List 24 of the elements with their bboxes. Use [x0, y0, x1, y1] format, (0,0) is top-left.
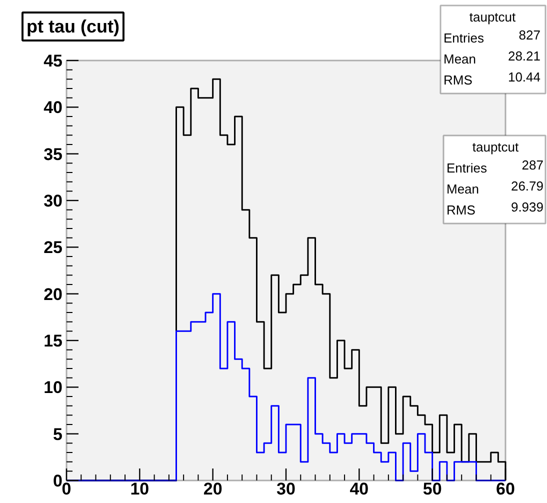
y-tick-label: 25 [44, 238, 63, 258]
y-tick-label: 20 [44, 284, 63, 304]
chart-title: pt tau (cut) [26, 16, 120, 36]
y-tick-label: 40 [44, 98, 63, 118]
text: RMS 10.44 [444, 70, 541, 88]
y-tick-label: 35 [44, 144, 63, 164]
text: tauptcut [469, 10, 516, 24]
x-tick-label: 50 [422, 480, 442, 498]
y-tick-label: 15 [44, 332, 63, 350]
text: RMS 9.939 [446, 200, 544, 218]
y-tick-label: 45 [44, 52, 63, 70]
text: Entries 827 [444, 28, 541, 46]
y-tick-label: 30 [44, 192, 63, 210]
x-tick-label: 60 [496, 480, 515, 498]
y-tick-label: 10 [44, 378, 63, 398]
x-tick-label: 10 [130, 480, 150, 498]
text: Mean 28.21 [444, 48, 541, 66]
x-tick-label: 20 [203, 480, 222, 498]
y-tick-label: 5 [53, 424, 63, 444]
text: Mean 26.79 [446, 178, 544, 196]
x-tick-label: 40 [350, 480, 369, 498]
annotation: tauptcut [472, 140, 520, 154]
x-tick-label: 30 [276, 480, 296, 498]
text: Entries 287 [446, 158, 544, 176]
